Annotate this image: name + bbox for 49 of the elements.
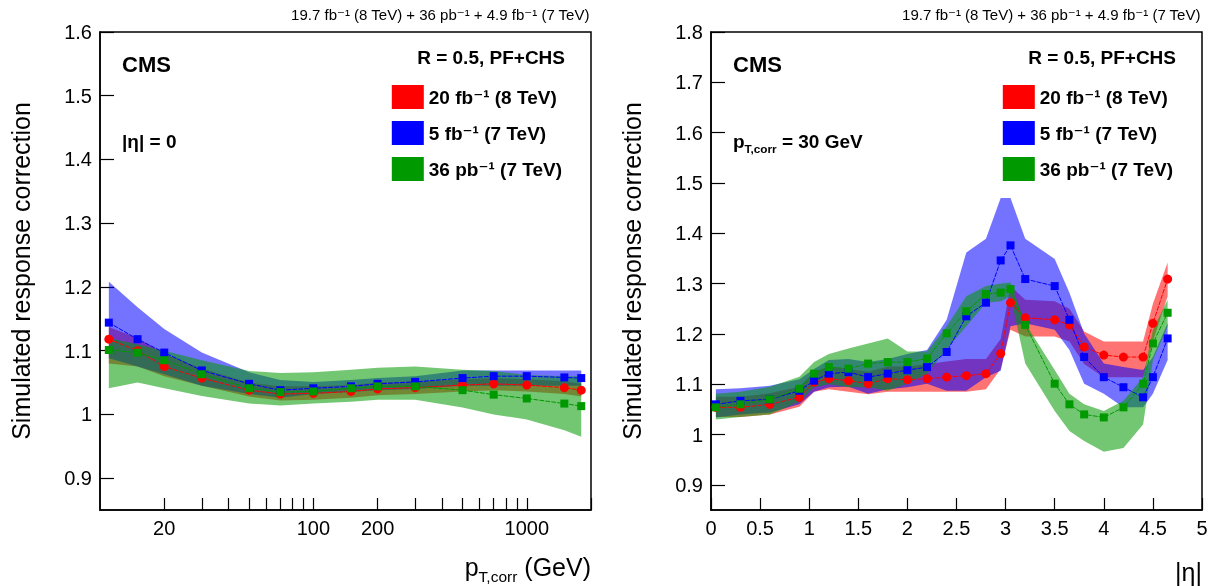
x-tick-label: 20: [153, 517, 176, 539]
legend-label: 36 pb⁻¹ (7 TeV): [428, 158, 563, 180]
x-tick-label: 200: [360, 517, 395, 539]
x-tick-label: 3.5: [1040, 517, 1069, 539]
x-tick-label: 2.5: [942, 517, 971, 539]
y-tick-label: 1.4: [64, 148, 92, 171]
legend-label: 5 fb⁻¹ (7 TeV): [1039, 122, 1158, 144]
y-tick-label: 1.2: [675, 322, 703, 345]
legend-label: 20 fb⁻¹ (8 TeV): [428, 86, 557, 108]
annotation: CMS: [122, 52, 171, 78]
x-tick-label: 1.5: [844, 517, 873, 539]
chart-title: 19.7 fb⁻¹ (8 TeV) + 36 pb⁻¹ + 4.9 fb⁻¹ (7 TeV): [902, 6, 1201, 23]
annotation: CMS: [733, 52, 782, 78]
y-tick-label: 1.6: [675, 121, 703, 144]
y-tick-label: 1.6: [64, 21, 92, 43]
y-tick-label: 1.8: [675, 21, 703, 43]
x-tick-label: 100: [296, 517, 331, 539]
x-tick-label: 2: [901, 517, 913, 539]
y-axis-title: Simulated response correction: [7, 102, 36, 440]
y-tick-label: 1.7: [675, 71, 703, 94]
x-tick-label: 4.5: [1138, 517, 1167, 539]
legend-label: 5 fb⁻¹ (7 TeV): [428, 122, 547, 144]
y-tick-label: 1: [691, 423, 703, 446]
legend-title: R = 0.5, PF+CHS: [417, 47, 566, 68]
x-axis-title: |η|: [1175, 557, 1203, 586]
x-tick-label: 0: [705, 517, 717, 539]
y-tick-label: 1.1: [675, 373, 703, 396]
y-tick-label: 1.5: [64, 84, 92, 107]
y-tick-label: 1.3: [64, 212, 92, 235]
x-tick-label: 4: [1098, 517, 1110, 539]
chart-title: 19.7 fb⁻¹ (8 TeV) + 36 pb⁻¹ + 4.9 fb⁻¹ (7 TeV): [291, 6, 590, 23]
x-tick-label: 1000: [504, 517, 550, 539]
y-tick-label: 1.1: [64, 339, 92, 362]
y-tick-label: 1.2: [64, 275, 92, 298]
y-tick-label: 1.3: [675, 272, 703, 295]
x-tick-label: 1: [803, 517, 815, 539]
legend-label: 36 pb⁻¹ (7 TeV): [1039, 158, 1174, 180]
x-tick-label: 0.5: [746, 517, 775, 539]
annotation: |η| = 0: [122, 131, 177, 152]
y-tick-label: 1.4: [675, 222, 703, 245]
x-tick-label: 5: [1196, 517, 1208, 539]
y-tick-label: 0.9: [675, 473, 703, 496]
x-tick-label: 3: [1000, 517, 1012, 539]
legend-label: 20 fb⁻¹ (8 TeV): [1039, 86, 1168, 108]
y-axis-title: Simulated response correction: [618, 102, 647, 440]
legend-title: R = 0.5, PF+CHS: [1028, 47, 1177, 68]
y-tick-label: 1: [80, 403, 92, 426]
y-tick-label: 1.5: [675, 171, 703, 194]
y-tick-label: 0.9: [64, 467, 92, 490]
